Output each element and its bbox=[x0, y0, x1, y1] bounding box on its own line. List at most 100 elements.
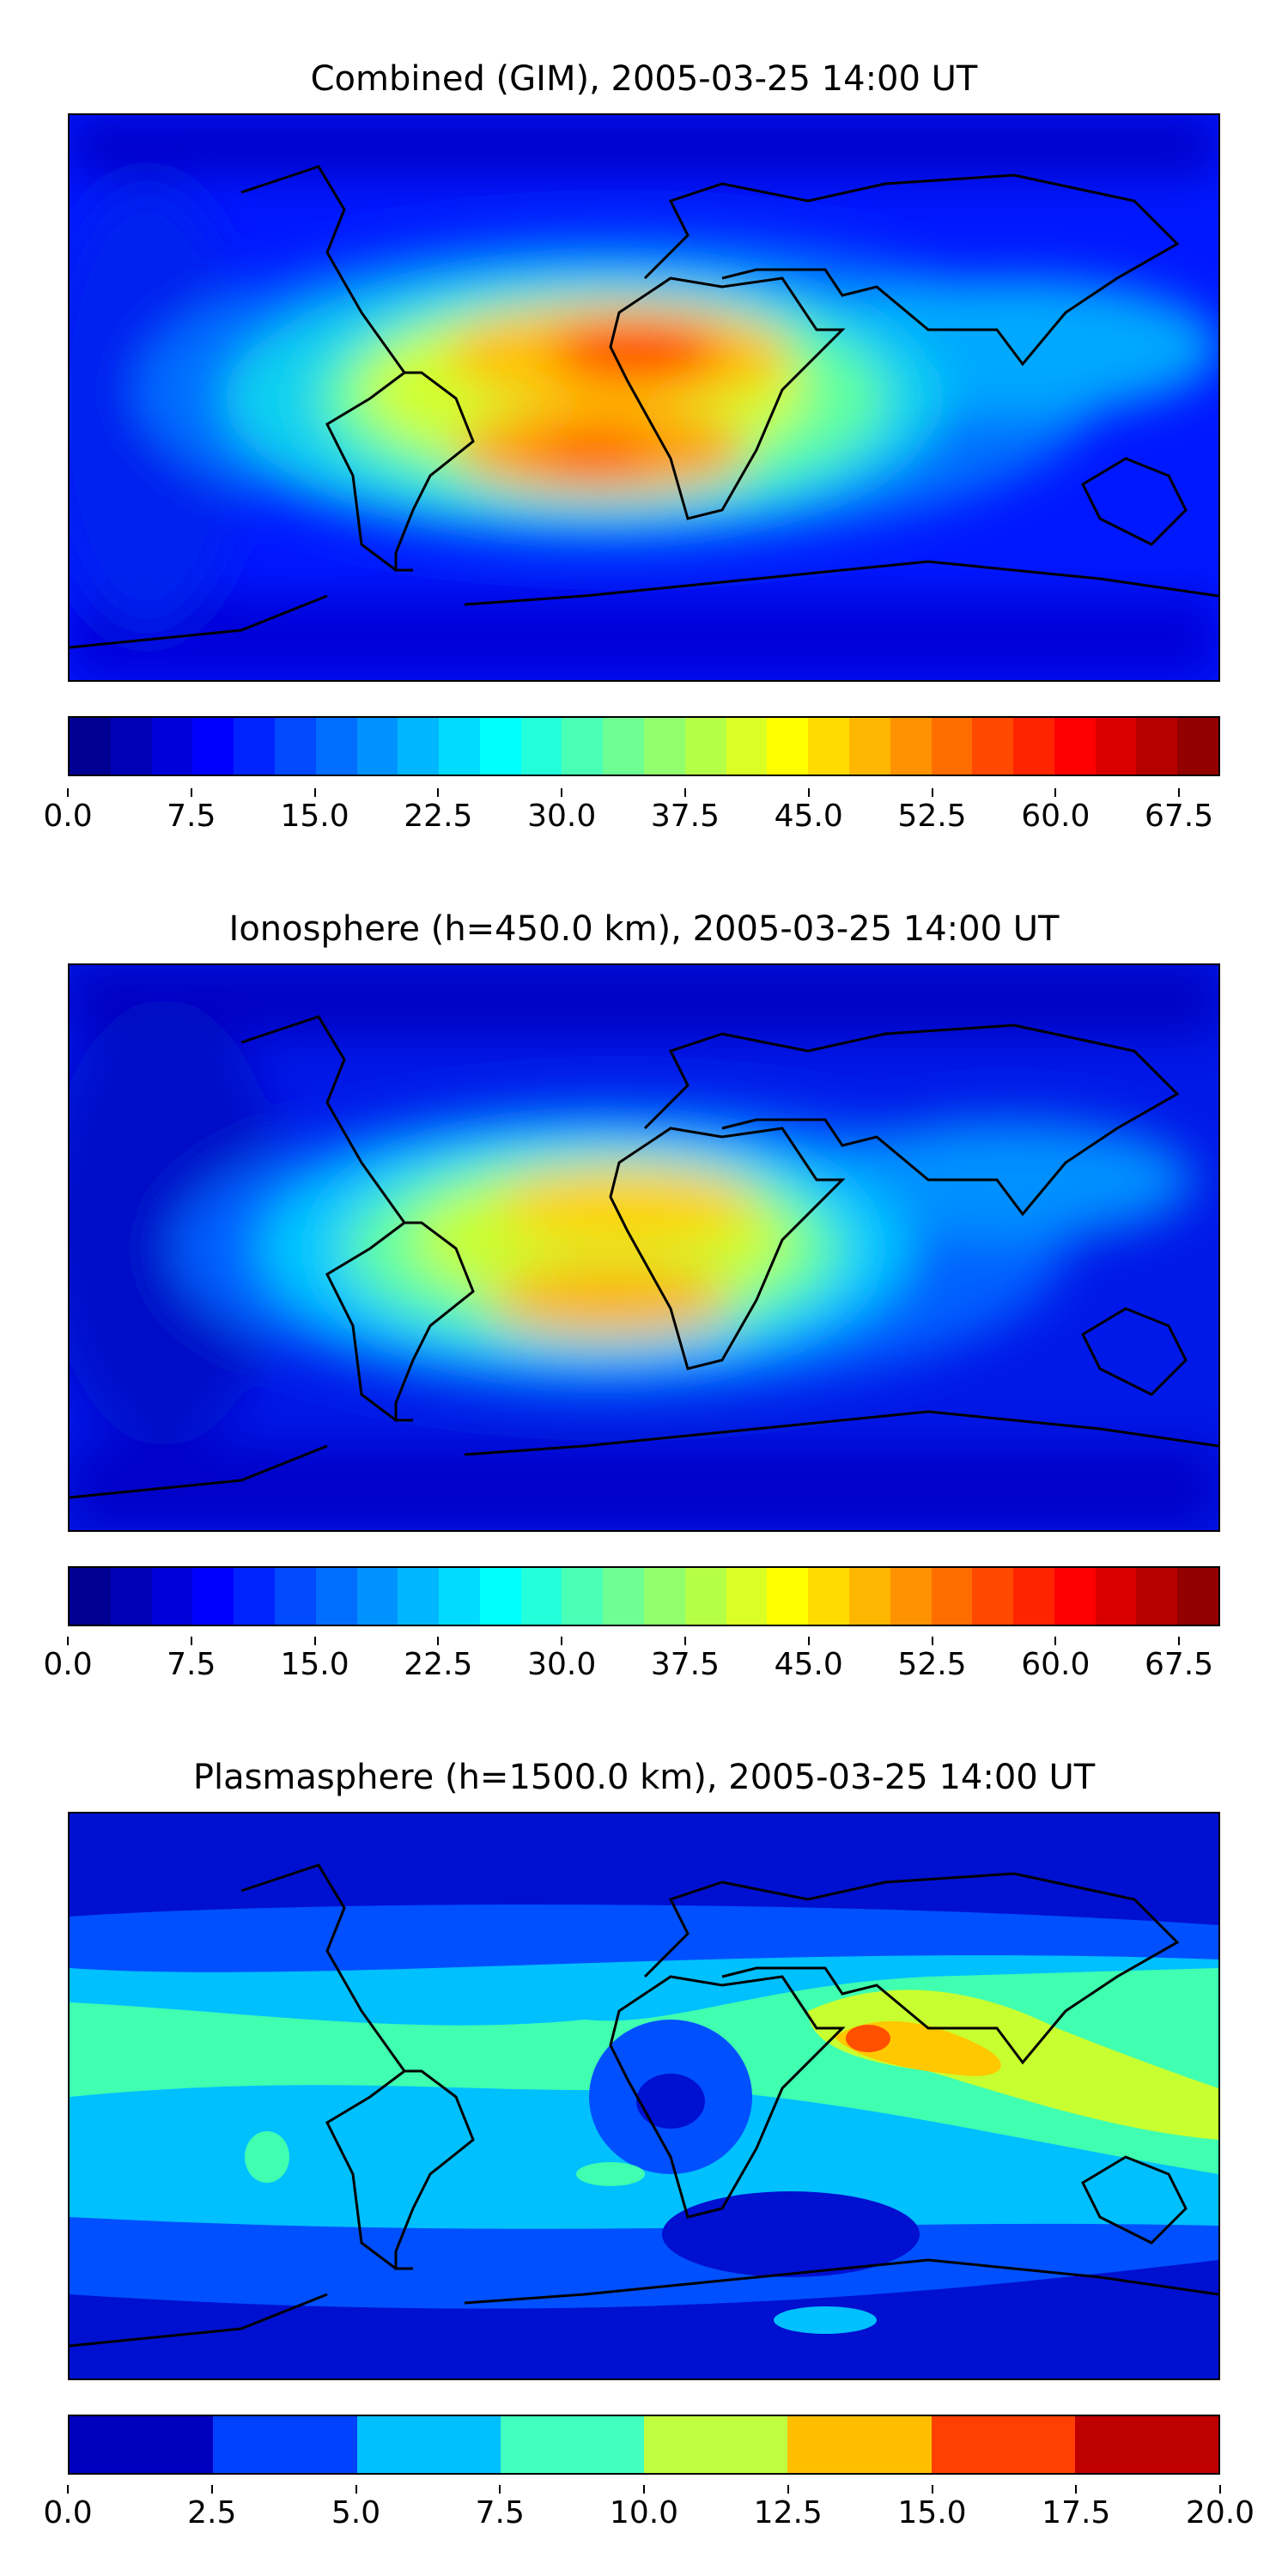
colorbar-tick-mark bbox=[313, 1637, 316, 1645]
colorbar-tick-mark bbox=[437, 1637, 440, 1645]
colorbar-tick-mark bbox=[807, 788, 810, 797]
colorbar-tick-label: 7.5 bbox=[475, 2495, 525, 2530]
colorbar-segment bbox=[767, 1568, 809, 1625]
colorbar-tick-label: 0.0 bbox=[43, 1647, 93, 1682]
colorbar-segment bbox=[111, 718, 153, 775]
colorbar-segment bbox=[1096, 1568, 1137, 1625]
colorbar-segment bbox=[1136, 718, 1178, 775]
colorbar-segment bbox=[70, 2416, 214, 2473]
colorbar-segment bbox=[603, 1568, 645, 1625]
colorbar-segment bbox=[767, 718, 809, 775]
colorbar-tick-mark bbox=[561, 1637, 563, 1645]
colorbar-segment bbox=[685, 718, 727, 775]
colorbar-segment bbox=[726, 1568, 768, 1625]
colorbar-tick-label: 52.5 bbox=[897, 1647, 967, 1682]
colorbar-tick-label: 60.0 bbox=[1021, 1647, 1091, 1682]
colorbar-segment bbox=[849, 718, 891, 775]
colorbar-segment bbox=[192, 1568, 234, 1625]
colorbar-tick-mark bbox=[437, 788, 440, 797]
colorbar-segment bbox=[439, 1568, 481, 1625]
colorbar-tick-mark bbox=[67, 1637, 69, 1645]
panel-title: Ionosphere (h=450.0 km), 2005-03-25 14:0… bbox=[228, 909, 1060, 949]
coastlines bbox=[70, 1863, 1218, 2348]
colorbar-segment bbox=[808, 718, 850, 775]
colorbar-ticks: 0.0 7.5 15.0 22.5 30.0 37.5 45.0 52.5 60.0 67.5 bbox=[43, 788, 1220, 834]
colorbar-segment bbox=[1075, 2416, 1218, 2473]
colorbar-segment bbox=[316, 1568, 358, 1625]
colorbar-segment bbox=[480, 1568, 522, 1625]
colorbar-tick-mark bbox=[67, 788, 69, 797]
colorbar-tick-label: 37.5 bbox=[650, 1647, 720, 1682]
colorbar-tick-label: 45.0 bbox=[774, 799, 843, 834]
colorbar-segment bbox=[849, 1568, 891, 1625]
colorbar-tick-label: 67.5 bbox=[1144, 1647, 1214, 1682]
colorbar-tick-label: 20.0 bbox=[1185, 2495, 1255, 2530]
colorbar-gradient bbox=[70, 1568, 1218, 1625]
colorbar-tick-label: 2.5 bbox=[187, 2495, 237, 2530]
colorbar-segment bbox=[70, 718, 112, 775]
tec-map bbox=[68, 963, 1220, 1532]
map-canvas bbox=[70, 1814, 1218, 2379]
colorbar-segment bbox=[70, 1568, 112, 1625]
colorbar-segment bbox=[521, 718, 562, 775]
colorbar-segment bbox=[1177, 1568, 1218, 1625]
colorbar-tick-label: 0.0 bbox=[43, 799, 93, 834]
colorbar-segment bbox=[357, 718, 398, 775]
colorbar-ticks: 0.0 2.5 5.0 7.5 10.0 12.5 15.0 17.5 20.0 bbox=[43, 2485, 1255, 2530]
colorbar-segment bbox=[192, 718, 234, 775]
colorbar-segment bbox=[480, 718, 522, 775]
colorbar-tick-label: 15.0 bbox=[897, 2495, 967, 2530]
map-canvas bbox=[70, 115, 1218, 680]
colorbar-tick-mark bbox=[313, 788, 316, 797]
colorbar-segment bbox=[932, 2416, 1076, 2473]
colorbar-segment bbox=[972, 718, 1014, 775]
colorbar-tick-label: 7.5 bbox=[167, 799, 216, 834]
colorbar-tick-mark bbox=[807, 1637, 810, 1645]
colorbar-segment bbox=[501, 2416, 645, 2473]
colorbar-segment bbox=[1177, 718, 1218, 775]
colorbar-segment bbox=[1054, 1568, 1097, 1625]
colorbar-tick-mark bbox=[643, 2485, 645, 2494]
colorbar-gradient bbox=[70, 718, 1218, 775]
colorbar-segment bbox=[275, 1568, 317, 1625]
coastlines bbox=[70, 165, 1218, 649]
colorbar-segment bbox=[726, 718, 768, 775]
colorbar-segment bbox=[439, 718, 481, 775]
tec-map bbox=[68, 113, 1220, 682]
colorbar-ticks: 0.0 7.5 15.0 22.5 30.0 37.5 45.0 52.5 60.0 67.5 bbox=[43, 1637, 1220, 1682]
colorbar-tick-mark bbox=[210, 2485, 213, 2494]
colorbar-segment bbox=[152, 1568, 193, 1625]
colorbar-tick-label: 10.0 bbox=[609, 2495, 679, 2530]
colorbar bbox=[68, 2415, 1220, 2475]
colorbar-segment bbox=[808, 1568, 850, 1625]
colorbar-segment bbox=[603, 718, 645, 775]
colorbar-segment bbox=[932, 1568, 973, 1625]
colorbar-segment bbox=[357, 1568, 398, 1625]
colorbar bbox=[68, 1566, 1220, 1626]
colorbar-tick-mark bbox=[683, 788, 686, 797]
colorbar-segment bbox=[562, 718, 604, 775]
colorbar-segment bbox=[1096, 718, 1137, 775]
colorbar-segment bbox=[111, 1568, 153, 1625]
colorbar-tick-mark bbox=[190, 788, 192, 797]
colorbar-segment bbox=[644, 2416, 788, 2473]
colorbar-tick-mark bbox=[931, 788, 933, 797]
colorbar-tick-label: 22.5 bbox=[404, 799, 473, 834]
colorbar-tick-mark bbox=[931, 1637, 933, 1645]
colorbar-segment bbox=[972, 1568, 1014, 1625]
colorbar-tick-label: 15.0 bbox=[280, 799, 349, 834]
colorbar-segment bbox=[1013, 1568, 1055, 1625]
colorbar-tick-mark bbox=[1178, 1637, 1181, 1645]
colorbar-tick-label: 22.5 bbox=[404, 1647, 473, 1682]
map-canvas bbox=[70, 965, 1218, 1530]
colorbar-segment bbox=[521, 1568, 562, 1625]
colorbar-segment bbox=[398, 718, 440, 775]
colorbar-tick-label: 45.0 bbox=[774, 1647, 843, 1682]
colorbar-segment bbox=[644, 1568, 686, 1625]
colorbar-segment bbox=[213, 2416, 358, 2473]
colorbar-segment bbox=[787, 2416, 933, 2473]
colorbar-segment bbox=[685, 1568, 727, 1625]
colorbar-tick-label: 12.5 bbox=[753, 2495, 823, 2530]
colorbar-tick-label: 0.0 bbox=[43, 2495, 93, 2530]
colorbar-segment bbox=[275, 718, 317, 775]
